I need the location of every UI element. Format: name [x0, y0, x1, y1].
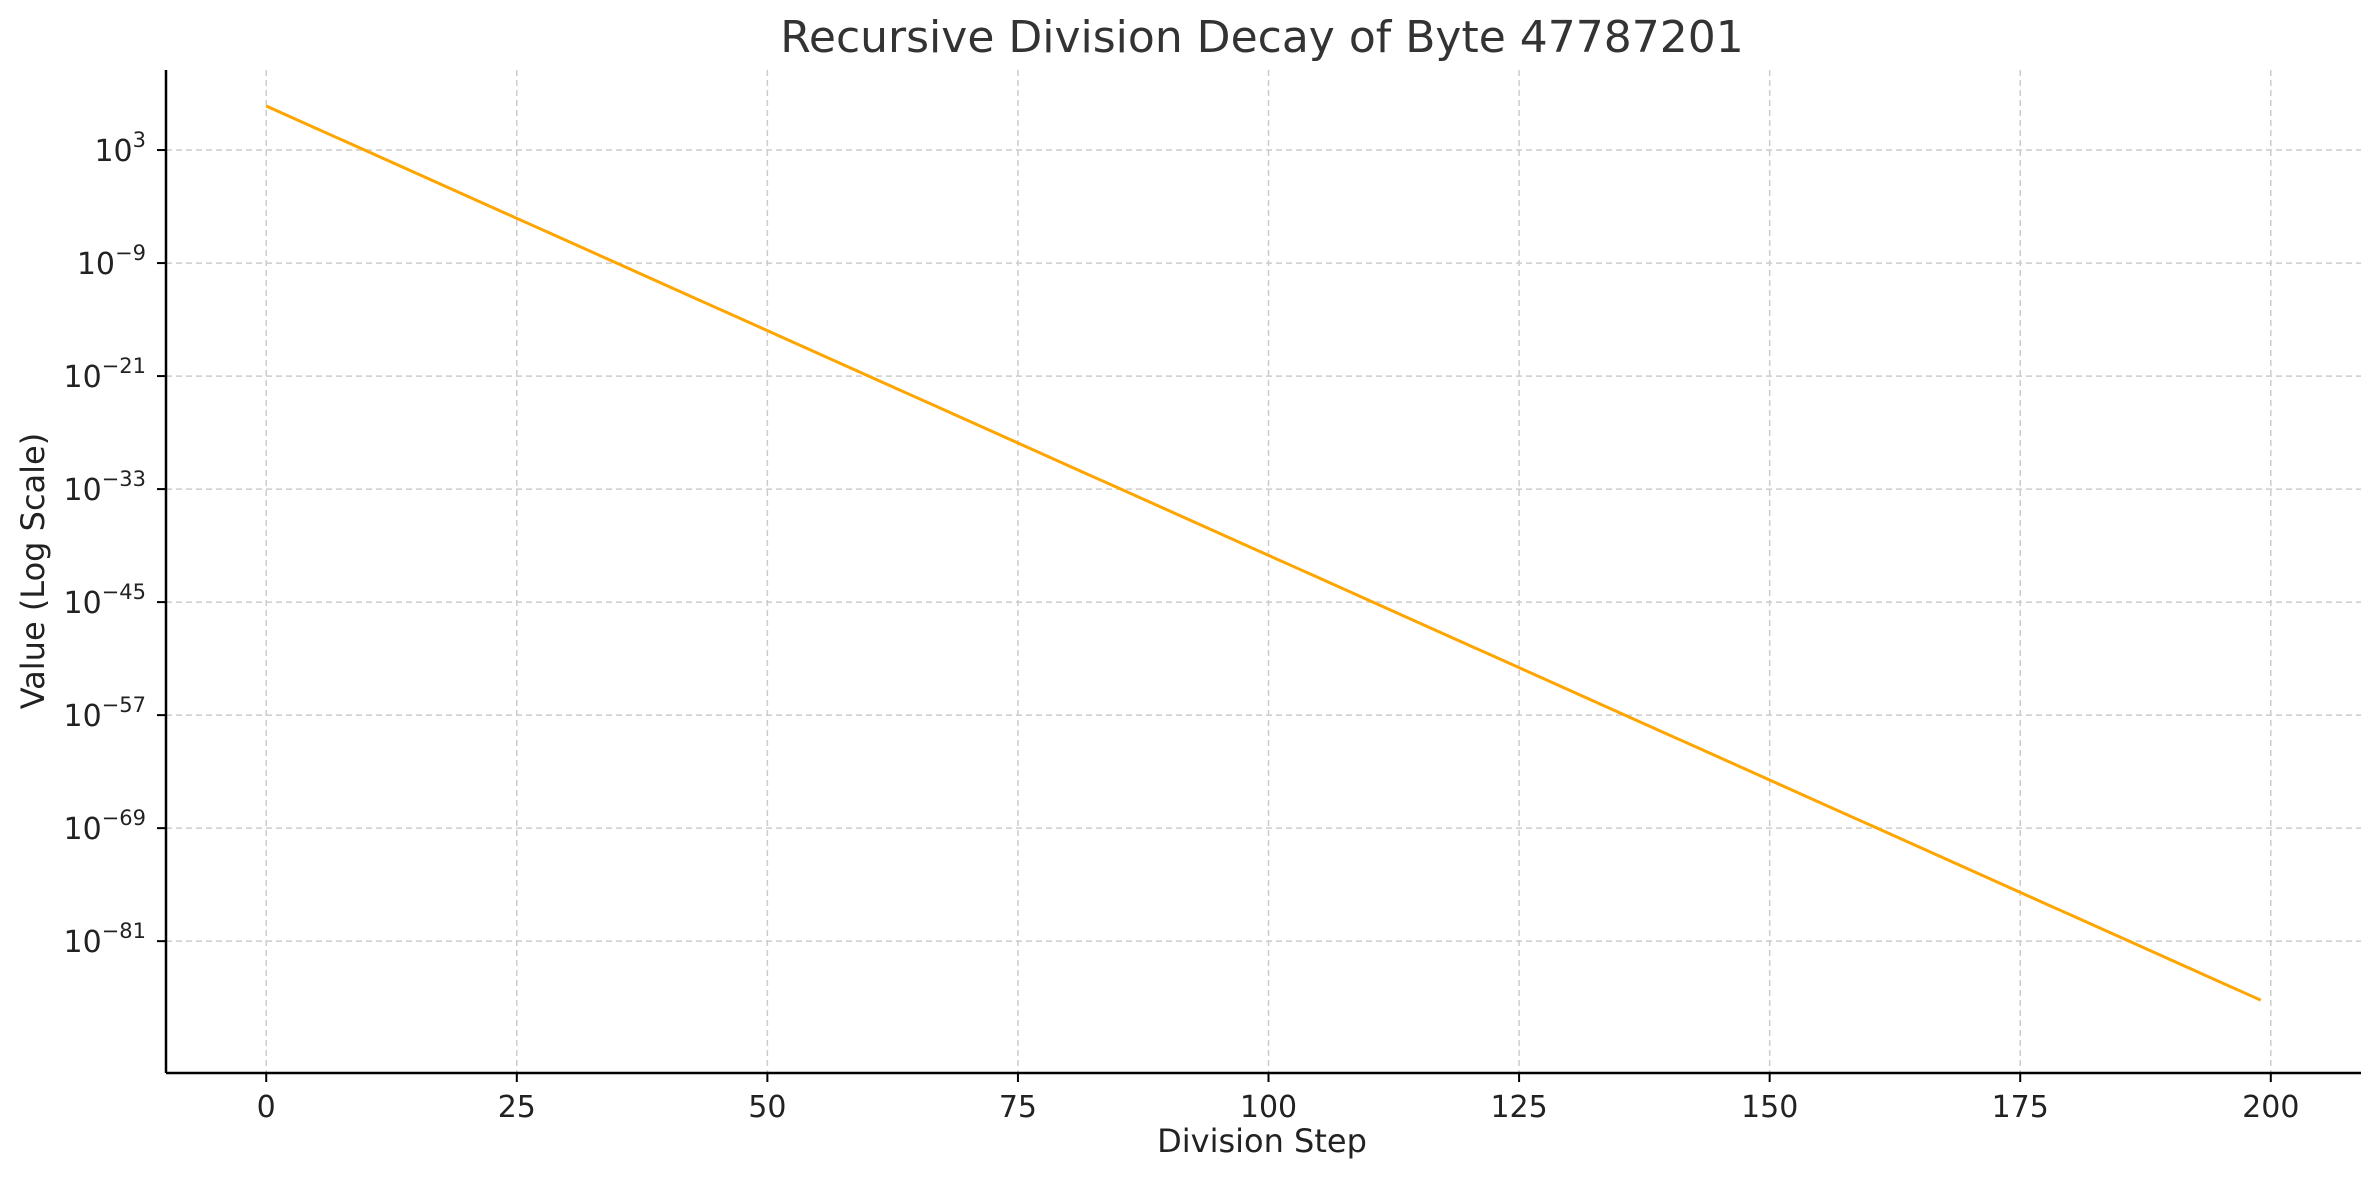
y-tick-label: 10−33 [63, 467, 146, 508]
x-tick-label: 50 [748, 1090, 786, 1125]
y-tick-label: 10−81 [63, 919, 146, 960]
y-tick-label-exponent: −9 [115, 241, 146, 265]
y-tick-label-exponent: 3 [133, 128, 146, 152]
y-tick-label-exponent: −33 [102, 467, 146, 491]
y-tick-label: 10−45 [63, 580, 146, 621]
y-tick-label: 10−21 [63, 354, 146, 395]
y-tick-label: 10−69 [63, 806, 146, 847]
x-axis-ticks: 0 25 50 75 100 125 150 175 200 [257, 1073, 2299, 1125]
chart-title: Recursive Division Decay of Byte 4778720… [780, 12, 1743, 63]
y-tick-label-exponent: −69 [102, 806, 146, 830]
x-tick-label: 0 [257, 1090, 276, 1125]
y-tick-label: 10−57 [63, 693, 146, 734]
series-line-layer [265, 104, 2262, 1002]
axes-spines [164, 70, 2361, 1075]
x-tick-label: 125 [1490, 1090, 1547, 1125]
x-tick-label: 150 [1741, 1090, 1798, 1125]
y-tick-label-exponent: −21 [102, 354, 146, 378]
y-tick-label: 103 [94, 128, 146, 169]
y-tick-label-base: 10 [94, 134, 132, 169]
y-tick-label-base: 10 [63, 360, 101, 395]
x-tick-label: 175 [1992, 1090, 2049, 1125]
y-axis-label: Value (Log Scale) [14, 433, 52, 709]
x-tick-label: 75 [999, 1090, 1037, 1125]
y-tick-label: 10−9 [77, 241, 146, 282]
y-tick-label-base: 10 [77, 247, 115, 282]
x-tick-label: 25 [498, 1090, 536, 1125]
y-tick-label-exponent: −57 [102, 693, 146, 717]
x-tick-label: 200 [2242, 1090, 2299, 1125]
y-tick-label-base: 10 [63, 473, 101, 508]
grid-lines [166, 70, 2361, 1073]
y-tick-label-exponent: −45 [102, 580, 146, 604]
y-tick-label-base: 10 [63, 586, 101, 621]
y-tick-label-base: 10 [63, 812, 101, 847]
x-axis-label: Division Step [1157, 1122, 1367, 1160]
y-tick-label-exponent: −81 [102, 919, 146, 943]
x-tick-label: 100 [1240, 1090, 1297, 1125]
series-line [265, 104, 2262, 1002]
y-tick-label-base: 10 [63, 925, 101, 960]
y-tick-label-base: 10 [63, 699, 101, 734]
